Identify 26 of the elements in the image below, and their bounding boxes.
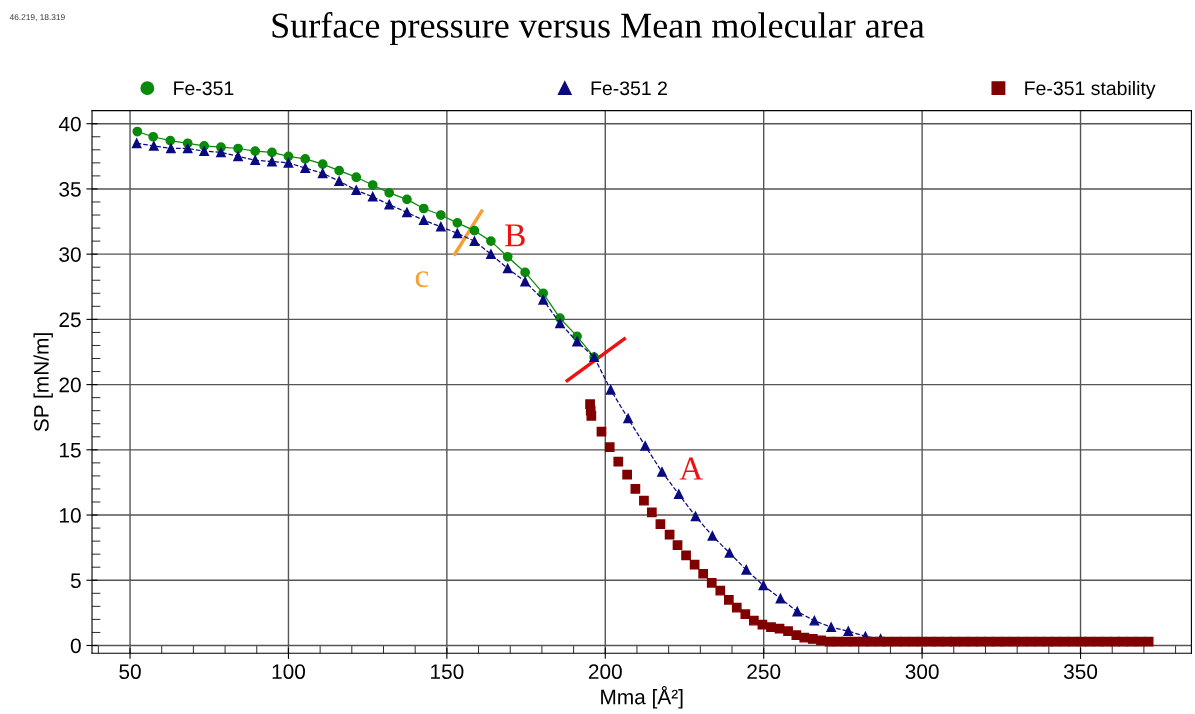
y-tick-label: 20 <box>59 377 81 393</box>
y-tick-label: 40 <box>58 116 81 132</box>
y-tick-label: 30 <box>59 247 81 262</box>
legend-label: Fe-351 stability <box>1025 80 1156 99</box>
x-tick-label: 200 <box>588 664 622 680</box>
y-tick-label: 15 <box>60 443 81 458</box>
text: 46.219, 18.319 <box>9 14 65 22</box>
x-tick-label: 250 <box>747 664 781 680</box>
y-tick-label: 5 <box>70 573 81 589</box>
legend-label: Fe-351 <box>174 81 234 96</box>
annotation: c <box>415 271 429 288</box>
annotation: B <box>505 224 525 247</box>
y-axis-title: SP [mN/m] <box>33 333 53 432</box>
x-tick-label: 150 <box>431 664 464 680</box>
y-tick-label: 35 <box>59 181 81 197</box>
chart-title: Surface pressure versus Mean molecular area <box>272 12 925 46</box>
y-tick-label: 10 <box>60 508 81 523</box>
annotation: A <box>679 457 703 480</box>
x-tick-label: 350 <box>1063 664 1098 680</box>
x-tick-label: 50 <box>119 664 141 680</box>
y-tick-label: 25 <box>59 312 81 328</box>
x-tick-label: 300 <box>905 664 939 680</box>
legend-label: Fe-351 2 <box>591 81 667 96</box>
y-tick-label: 0 <box>70 638 81 654</box>
x-axis-title: Mma [Å²] <box>601 685 683 709</box>
x-tick-label: 100 <box>272 664 306 680</box>
